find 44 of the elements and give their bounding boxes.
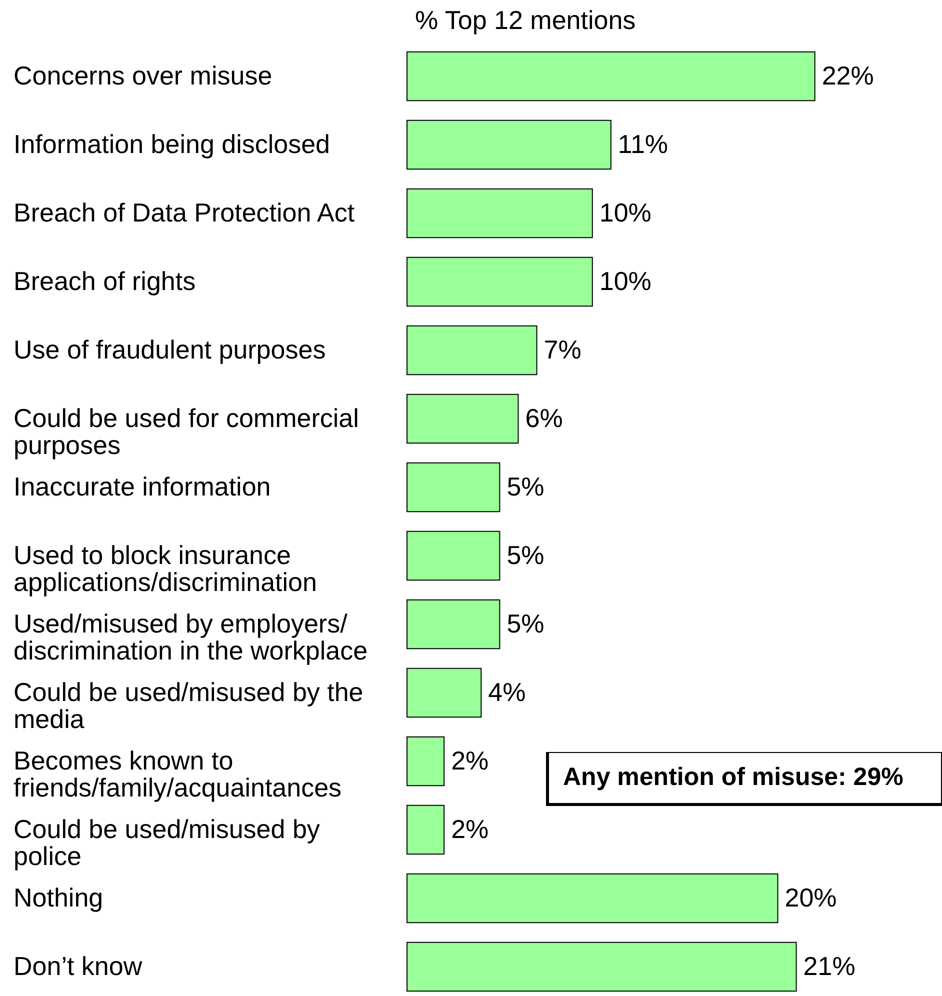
data-label: 5% [506, 471, 544, 502]
data-label: 20% [784, 882, 837, 912]
y-tick-label: Could be used/misused by the media [14, 676, 364, 734]
y-tick-label: Breach of rights [14, 266, 196, 296]
data-label: 5% [506, 540, 544, 570]
chart-title: % Top 12 mentions [415, 5, 636, 35]
bar [406, 462, 500, 512]
data-label: 6% [525, 402, 563, 433]
y-tick-label: Concerns over misuse [14, 60, 272, 90]
y-tick-label: Use of fraudulent purposes [14, 334, 326, 364]
data-label: 2% [451, 814, 489, 844]
bar [406, 120, 612, 170]
bar [406, 188, 593, 238]
data-label: 5% [506, 608, 544, 638]
bar [406, 394, 519, 444]
y-tick-label: Breach of Data Protection Act [14, 197, 356, 228]
bar [406, 668, 482, 718]
data-label: 7% [544, 334, 582, 364]
y-tick-label: Could be used/misused by police [14, 814, 320, 871]
data-label: 21% [803, 950, 856, 981]
data-label: 10% [599, 266, 652, 296]
y-tick-label: Used to block insurance applications/discrimination [14, 540, 317, 597]
bar [406, 804, 445, 855]
bar [406, 256, 593, 307]
y-tick-label: Becomes known to friends/family/acquaintances [14, 745, 342, 802]
bar [406, 942, 797, 992]
y-tick-label: Used/misused by employers/ discrimination in the workplace [14, 608, 368, 666]
data-label: 22% [822, 60, 874, 90]
data-label: 4% [488, 676, 526, 707]
annotation: Any mention of misuse: 29% [546, 752, 942, 806]
y-tick-label: Information being disclosed [14, 128, 330, 159]
bar [406, 599, 500, 650]
bar [406, 736, 445, 786]
data-label: 2% [451, 745, 489, 776]
y-tick-label: Nothing [14, 882, 104, 912]
bar [406, 51, 816, 102]
bar [406, 530, 500, 581]
y-tick-label: Don’t know [14, 950, 142, 981]
data-label: 11% [618, 128, 668, 159]
bar [406, 325, 538, 376]
y-tick-label: Inaccurate information [14, 471, 271, 502]
y-tick-label: Could be used for commercial purposes [14, 402, 359, 460]
bar [406, 873, 778, 924]
data-label: 10% [599, 197, 652, 228]
